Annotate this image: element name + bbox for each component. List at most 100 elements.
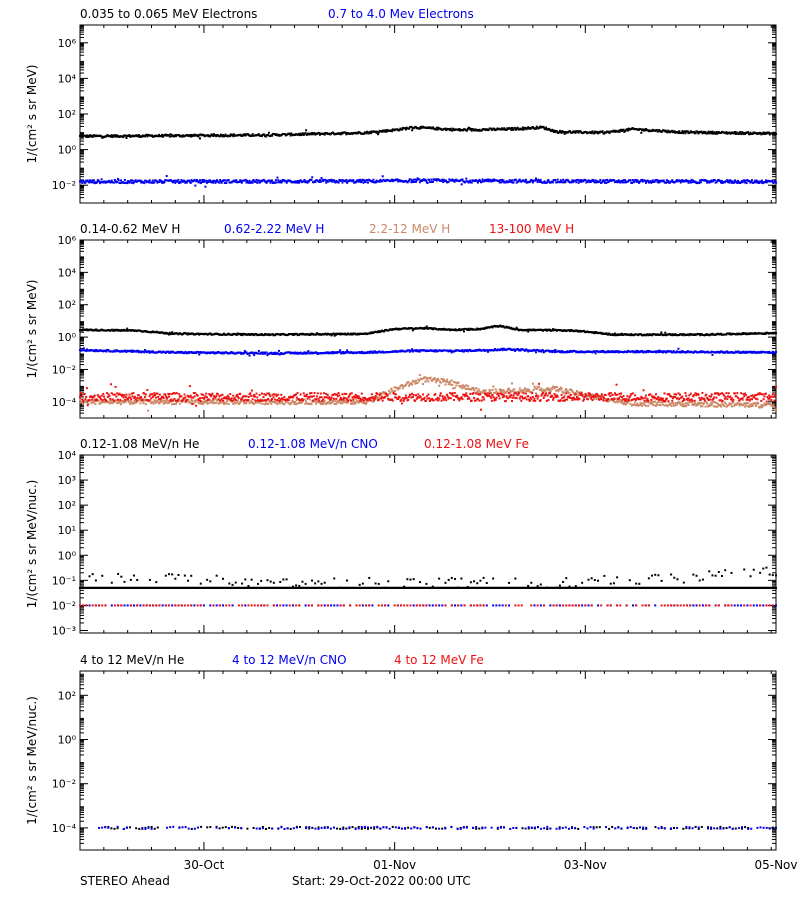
data-point <box>365 181 367 183</box>
data-point <box>212 182 214 184</box>
series-tan <box>79 374 777 412</box>
data-point <box>475 387 477 389</box>
data-point <box>524 387 526 389</box>
data-point <box>536 388 538 390</box>
data-point <box>341 182 343 184</box>
data-point <box>142 402 144 404</box>
data-point <box>465 178 467 180</box>
data-point <box>660 331 662 333</box>
data-point <box>203 179 205 181</box>
data-point <box>502 179 504 181</box>
data-point <box>547 179 549 181</box>
data-point <box>706 403 708 405</box>
data-point <box>166 175 168 177</box>
data-point <box>427 381 429 383</box>
data-point <box>228 179 230 181</box>
data-point <box>467 385 469 387</box>
y-axis-label: 1/(cm² s sr MeV) <box>25 280 39 379</box>
data-point <box>478 388 480 390</box>
data-point <box>458 381 460 383</box>
data-point <box>427 182 429 184</box>
data-point <box>259 402 261 404</box>
data-point <box>682 403 684 405</box>
data-point <box>389 391 391 393</box>
data-point <box>241 182 243 184</box>
data-point <box>225 182 227 184</box>
y-tick-label: 10⁰ <box>58 144 77 157</box>
data-point <box>592 130 594 132</box>
data-point <box>775 182 777 184</box>
data-point <box>472 387 474 389</box>
y-tick-label: 10⁴ <box>58 72 77 85</box>
data-point <box>451 384 453 386</box>
data-point <box>680 181 682 183</box>
data-point <box>461 178 463 180</box>
data-point <box>309 398 311 400</box>
data-point <box>506 390 508 392</box>
data-point <box>495 388 497 390</box>
data-point <box>744 406 746 408</box>
data-point <box>775 351 777 353</box>
data-point <box>438 385 440 387</box>
data-point <box>701 405 703 407</box>
data-point <box>125 137 127 139</box>
panel-frame <box>80 25 776 203</box>
data-point <box>245 402 247 404</box>
y-tick-label: 10⁴ <box>58 266 77 279</box>
data-point <box>515 179 517 181</box>
data-point <box>664 332 666 334</box>
data-point <box>294 401 296 403</box>
y-tick-label: 10² <box>58 299 76 312</box>
data-point <box>561 388 563 390</box>
data-point <box>320 181 322 183</box>
data-point <box>199 137 201 139</box>
data-point <box>315 403 317 405</box>
data-point <box>451 379 453 381</box>
data-point <box>511 382 513 384</box>
data-point <box>703 402 705 404</box>
data-point <box>305 400 307 402</box>
data-point <box>751 179 753 181</box>
data-point <box>540 179 542 181</box>
data-point <box>267 403 269 405</box>
data-point <box>670 405 672 407</box>
data-point <box>595 398 597 400</box>
data-point <box>145 403 147 405</box>
data-point <box>705 406 707 408</box>
data-point <box>126 328 128 330</box>
data-point <box>194 185 196 187</box>
data-point <box>101 178 103 180</box>
data-point <box>519 387 521 389</box>
data-point <box>602 130 604 132</box>
data-point <box>191 400 193 402</box>
data-point <box>554 179 556 181</box>
data-point <box>556 386 558 388</box>
data-point <box>599 179 601 181</box>
data-point <box>237 399 239 401</box>
data-point <box>432 181 434 183</box>
data-point <box>319 179 321 181</box>
data-point <box>411 129 413 131</box>
data-point <box>658 401 660 403</box>
data-point <box>281 400 283 402</box>
data-point <box>149 179 151 181</box>
data-point <box>258 350 260 352</box>
data-point <box>252 182 254 184</box>
data-point <box>738 133 740 135</box>
data-point <box>168 402 170 404</box>
data-point <box>629 179 631 181</box>
data-point <box>197 136 199 138</box>
data-point <box>746 182 748 184</box>
data-point <box>399 387 401 389</box>
data-point <box>94 403 96 405</box>
data-point <box>219 402 221 404</box>
data-point <box>204 186 206 188</box>
data-point <box>352 179 354 181</box>
data-point <box>711 404 713 406</box>
data-point <box>538 386 540 388</box>
data-point <box>752 405 754 407</box>
data-point <box>367 182 369 184</box>
data-point <box>155 402 157 404</box>
data-point <box>143 182 145 184</box>
